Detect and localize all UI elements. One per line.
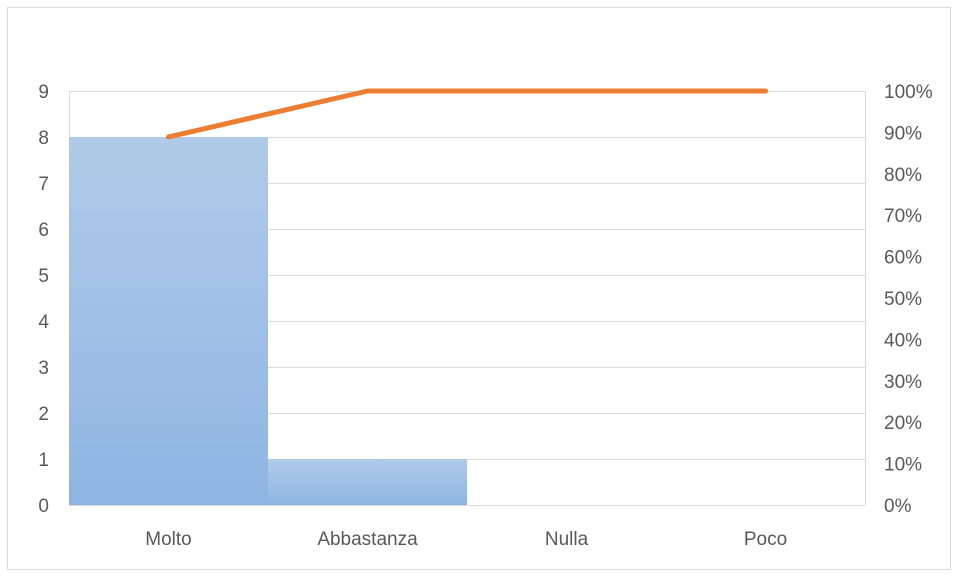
left-tick-label: 4 bbox=[38, 312, 49, 333]
bar-molto bbox=[69, 137, 268, 505]
category-label: Abbastanza bbox=[317, 529, 418, 550]
category-label: Molto bbox=[145, 529, 191, 550]
bar-abbastanza bbox=[268, 459, 467, 505]
cumulative-line-series bbox=[168, 91, 765, 137]
left-tick-label: 5 bbox=[38, 266, 49, 287]
left-axis: 0 1 2 3 4 5 6 7 8 9 bbox=[38, 82, 49, 517]
right-tick-label: 70% bbox=[884, 206, 922, 227]
right-axis: 0% 10% 20% 30% 40% 50% 60% 70% 80% 90% 100% bbox=[884, 82, 933, 517]
right-tick-label: 60% bbox=[884, 248, 922, 269]
right-tick-label: 90% bbox=[884, 123, 922, 144]
left-tick-label: 8 bbox=[38, 128, 49, 149]
left-tick-label: 0 bbox=[38, 496, 49, 517]
right-tick-label: 40% bbox=[884, 330, 922, 351]
right-tick-label: 100% bbox=[884, 82, 933, 103]
left-tick-label: 1 bbox=[38, 450, 49, 471]
chart-area: 0 1 2 3 4 5 6 7 8 9 0% 10% 20% 30% 40% 50% 60% 70% 80% 90%… bbox=[7, 7, 951, 570]
left-tick-label: 7 bbox=[38, 174, 49, 195]
left-tick-label: 6 bbox=[38, 220, 49, 241]
right-tick-label: 10% bbox=[884, 455, 922, 476]
right-tick-label: 50% bbox=[884, 289, 922, 310]
right-tick-label: 30% bbox=[884, 372, 922, 393]
category-label: Poco bbox=[744, 529, 787, 550]
left-tick-label: 3 bbox=[38, 358, 49, 379]
right-tick-label: 0% bbox=[884, 496, 912, 517]
pareto-chart: 0 1 2 3 4 5 6 7 8 9 0% 10% 20% 30% 40% 50% 60% 70% 80% 90%… bbox=[8, 8, 952, 571]
right-tick-label: 80% bbox=[884, 165, 922, 186]
category-label: Nulla bbox=[545, 529, 589, 550]
left-tick-label: 2 bbox=[38, 404, 49, 425]
right-tick-label: 20% bbox=[884, 413, 922, 434]
cumulative-line bbox=[169, 91, 766, 137]
left-tick-label: 9 bbox=[38, 82, 49, 103]
category-axis: Molto Abbastanza Nulla Poco bbox=[145, 529, 787, 550]
